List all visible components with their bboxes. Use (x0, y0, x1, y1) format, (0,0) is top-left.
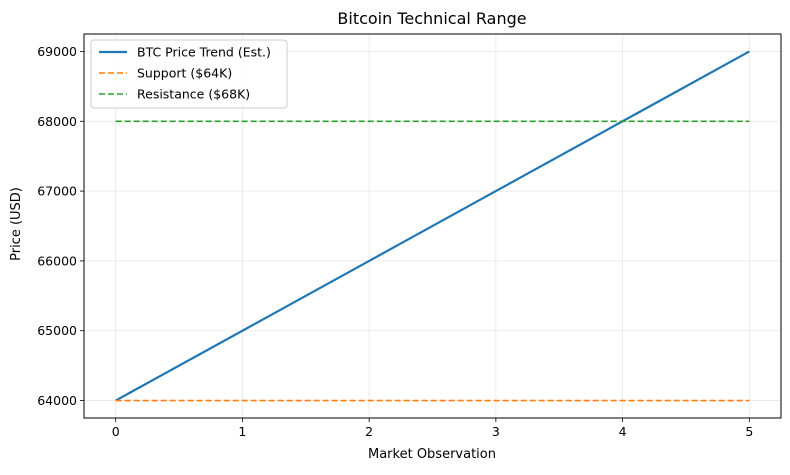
legend-label-2: Resistance ($68K) (137, 87, 250, 102)
y-tick-label-0: 64000 (37, 393, 77, 408)
y-tick-label-3: 67000 (37, 184, 77, 199)
y-tick-label-5: 69000 (37, 44, 77, 59)
chart-title: Bitcoin Technical Range (337, 9, 526, 28)
legend-label-1: Support ($64K) (137, 66, 232, 81)
series-line-0 (115, 50, 750, 402)
y-tick-label-4: 68000 (37, 114, 77, 129)
x-axis-label: Market Observation (368, 447, 496, 462)
y-axis-label: Price (USD) (9, 187, 24, 261)
series-lines (115, 50, 750, 402)
y-tick-label-1: 65000 (37, 323, 77, 338)
x-tick-label-2: 2 (365, 424, 373, 439)
x-tick-label-1: 1 (238, 424, 246, 439)
legend-box (90, 39, 288, 109)
plot-frame (83, 33, 782, 419)
y-tick-label-2: 66000 (37, 253, 77, 268)
x-tick-label-0: 0 (112, 424, 120, 439)
x-tick-label-3: 3 (492, 424, 500, 439)
x-tick-label-4: 4 (619, 424, 627, 439)
axis-ticks: 0 1 2 3 4 5 64000 65000 66000 67000 68000 69000 (37, 44, 753, 439)
legend-label-0: BTC Price Trend (Est.) (137, 45, 271, 60)
x-tick-label-5: 5 (745, 424, 753, 439)
legend: BTC Price Trend (Est.) Support ($64K) Resi… (90, 39, 288, 109)
